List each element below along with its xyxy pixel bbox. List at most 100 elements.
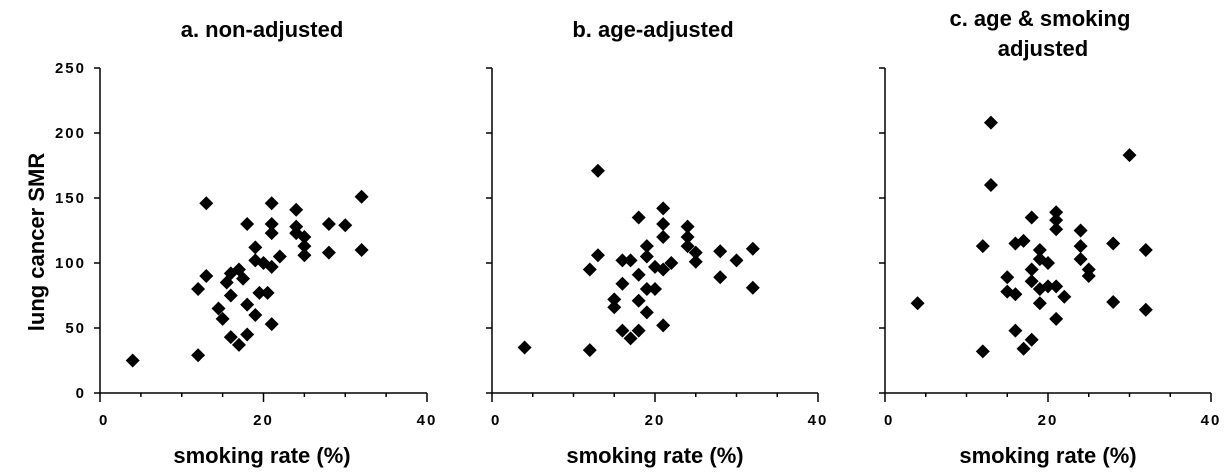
data-point [231,337,246,352]
data-point [688,254,703,269]
data-point [1106,236,1121,251]
data-point [240,327,255,342]
panel-a-points [125,189,369,368]
data-point [248,240,263,255]
panel-a-title: a. non-adjusted [181,17,344,42]
y-tick-label: 100 [55,255,86,272]
data-point [631,210,646,225]
data-point [199,269,214,283]
data-point [639,249,654,264]
panel-b: b. age-adjusted smoking rate (%) 0 20 40 [486,17,829,468]
y-tick-label: 0 [76,385,86,402]
y-axis-title: lung cancer SMR [24,153,49,332]
panel-c-axes [879,67,1212,402]
data-point [1073,252,1088,267]
panel-a-axes [94,67,428,402]
y-tick-label: 50 [65,320,86,337]
data-point [1049,279,1064,294]
data-point [1057,289,1072,304]
data-point [1024,210,1039,225]
data-point [656,201,671,216]
data-point [191,348,206,363]
data-point [264,196,279,211]
data-point [1049,311,1064,326]
data-point [240,217,255,231]
data-point [631,323,646,338]
data-point [713,270,728,285]
data-point [297,239,312,254]
panel-c-title: c. age & smoking adjusted [949,6,1136,61]
data-point [631,267,646,282]
data-point [582,343,597,358]
data-point [1081,269,1096,283]
data-point [680,230,695,244]
data-point [248,308,263,322]
data-point [713,244,728,259]
data-point [191,282,206,296]
data-point [211,301,226,316]
data-point [272,249,287,264]
data-point [639,282,654,296]
data-point [607,292,622,307]
y-tick-label: 150 [55,190,86,207]
data-point [1000,270,1015,285]
data-point [656,318,671,333]
data-point [1041,279,1055,294]
panel-c-title-line-2: adjusted [998,36,1088,61]
data-point [590,248,605,263]
data-point [517,340,532,355]
data-point [607,300,622,315]
data-point [1016,341,1031,356]
data-point [1049,205,1064,220]
data-point [264,226,279,241]
data-point [1122,148,1137,163]
data-point [680,239,695,254]
data-point [615,276,630,291]
panel-c: c. age & smoking adjusted smoking rate (… [879,6,1222,468]
data-point [1032,243,1047,257]
data-point [1008,287,1023,302]
data-point [260,285,275,300]
data-point [240,297,255,312]
data-point [631,293,646,308]
data-point [729,253,744,268]
x-tick-label: 40 [1201,412,1222,429]
data-point [236,271,251,286]
x-tick-label: 0 [99,412,109,429]
panel-b-axes [486,67,819,402]
data-point [354,189,369,204]
data-point [1024,274,1039,289]
data-point [1049,213,1064,228]
data-point [656,262,671,277]
data-point [745,280,760,295]
panel-c-x-axis-title: smoking rate (%) [959,443,1136,468]
data-point [975,344,990,359]
data-point [321,245,336,260]
x-tick-label: 40 [808,412,829,429]
data-point [1138,243,1153,257]
panel-b-tick-labels: 0 20 40 [491,412,829,429]
x-tick-label: 20 [1038,412,1059,429]
panel-c-title-line-1: c. age & smoking [949,6,1130,31]
data-point [975,239,990,254]
panel-b-title: b. age-adjusted [572,17,733,42]
data-point [289,202,304,217]
data-point [1073,223,1088,238]
data-point [656,230,671,244]
data-point [1024,332,1039,347]
data-point [688,245,703,260]
data-point [656,217,671,231]
data-point [248,253,263,268]
data-point [983,178,998,192]
data-point [223,330,238,345]
data-point [648,282,662,296]
data-point [639,305,654,320]
data-point [983,115,998,130]
data-point [582,262,597,277]
data-point [623,253,638,268]
panel-a: a. non-adjusted lung cancer SMR smoking … [24,17,435,468]
panel-a-tick-labels: 0 50 100 150 200 250 0 20 40 [55,60,435,429]
panel-c-points [910,115,1153,359]
data-point [623,331,638,346]
